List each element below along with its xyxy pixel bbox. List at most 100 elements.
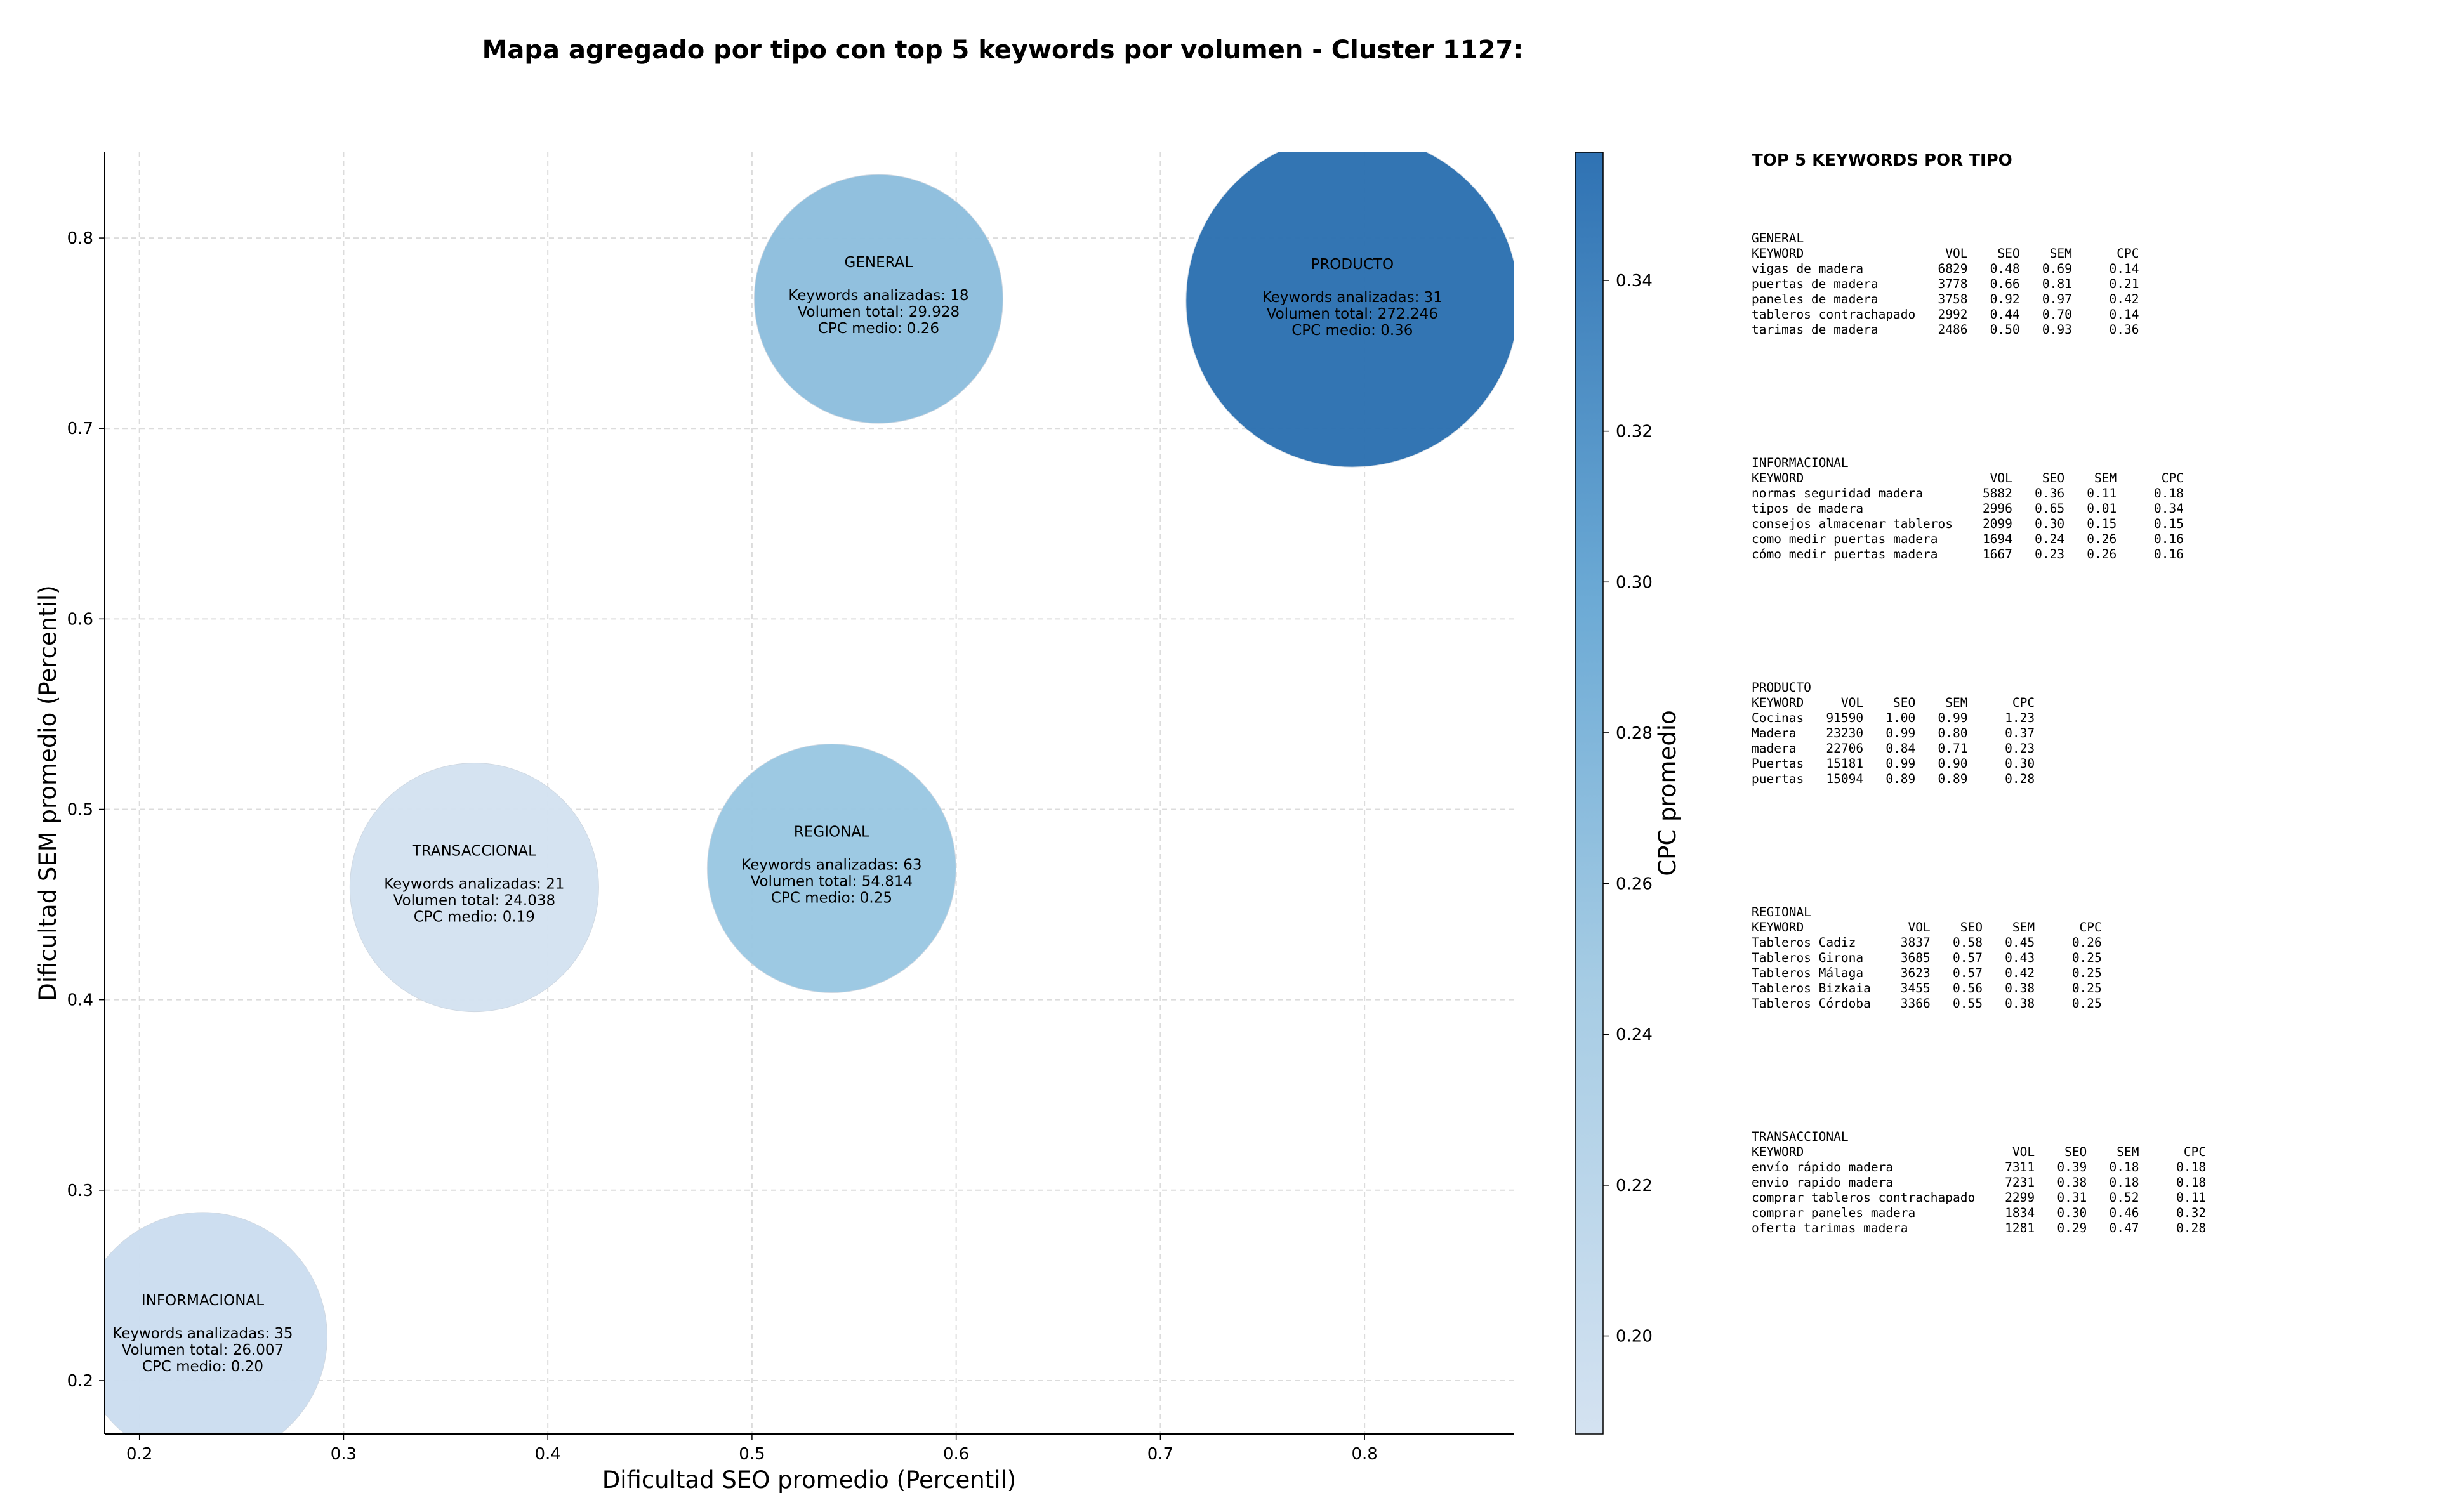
bubble-producto	[1185, 152, 1514, 468]
colorbar-tick-label: 0.28	[1616, 724, 1653, 743]
x-tick-label: 0.6	[943, 1445, 969, 1464]
keyword-row: cómo medir puertas madera 1667 0.23 0.26…	[1752, 547, 2184, 562]
keyword-row: tarimas de madera 2486 0.50 0.93 0.36	[1752, 322, 2139, 337]
bubble-stat-label: Keywords analizadas: 21	[384, 876, 564, 893]
keyword-row: Tableros Cadiz 3837 0.58 0.45 0.26	[1752, 935, 2102, 950]
keyword-block-regional: REGIONAL KEYWORD VOL SEO SEM CPC Tableros …	[1752, 905, 2424, 1129]
keyword-block-producto: PRODUCTO KEYWORD VOL SEO SEM CPC Cocinas 9…	[1752, 680, 2424, 905]
bubble-stat-label: Volumen total: 272.246	[1267, 306, 1438, 322]
bubble-transaccional	[349, 763, 599, 1013]
keyword-row: puertas 15094 0.89 0.89 0.28	[1752, 772, 2035, 786]
bubble-stat-label: Volumen total: 26.007	[122, 1342, 284, 1358]
colorbar-tick-label: 0.32	[1616, 423, 1653, 442]
x-tick-label: 0.4	[534, 1445, 560, 1464]
bubble-general	[753, 174, 1003, 424]
x-tick-label: 0.8	[1351, 1445, 1377, 1464]
keyword-table-header: KEYWORD VOL SEO SEM CPC	[1752, 471, 2184, 485]
colorbar-label: CPC promedio	[1654, 710, 1681, 876]
keyword-block-general: GENERAL KEYWORD VOL SEO SEM CPC vigas de m…	[1752, 231, 2424, 456]
bubble-stat-label: Keywords analizadas: 18	[788, 287, 968, 304]
keyword-row: paneles de madera 3758 0.92 0.97 0.42	[1752, 292, 2139, 306]
colorbar-tick-label: 0.34	[1616, 272, 1653, 291]
bubble-stat-label: CPC medio: 0.19	[414, 909, 535, 926]
keyword-table-header: KEYWORD VOL SEO SEM CPC	[1752, 1145, 2207, 1159]
chart-title: Mapa agregado por tipo con top 5 keyword…	[482, 36, 1524, 65]
keyword-row: envio rapido madera 7231 0.38 0.18 0.18	[1752, 1175, 2207, 1190]
colorbar-gradient	[1575, 152, 1604, 1435]
x-tick-label: 0.3	[331, 1445, 357, 1464]
bubble-type-label: PRODUCTO	[1311, 256, 1394, 273]
colorbar-tick-label: 0.30	[1616, 573, 1653, 592]
colorbar-tick-label: 0.22	[1616, 1176, 1653, 1195]
keyword-row: Madera 23230 0.99 0.80 0.37	[1752, 726, 2035, 740]
x-tick-label: 0.2	[126, 1445, 152, 1464]
bubble-type-label: GENERAL	[845, 254, 913, 271]
x-axis-label: Dificultad SEO promedio (Percentil)	[602, 1466, 1016, 1494]
keyword-row: puertas de madera 3778 0.66 0.81 0.21	[1752, 277, 2139, 291]
bubble-stat-label: Volumen total: 24.038	[393, 893, 556, 909]
keyword-row: Tableros Córdoba 3366 0.55 0.38 0.25	[1752, 996, 2102, 1011]
keyword-row: Puertas 15181 0.99 0.90 0.30	[1752, 756, 2035, 771]
keyword-row: normas seguridad madera 5882 0.36 0.11 0…	[1752, 486, 2184, 501]
keyword-block-informacional: INFORMACIONAL KEYWORD VOL SEO SEM CPC norm…	[1752, 456, 2424, 680]
colorbar-tick-label: 0.26	[1616, 875, 1653, 894]
keyword-block-title: REGIONAL	[1752, 905, 1811, 919]
y-tick-label: 0.8	[67, 229, 93, 248]
keyword-row: como medir puertas madera 1694 0.24 0.26…	[1752, 532, 2184, 546]
axes: 0.2 0.3 0.4 0.5 0.6 0.7 0.8 0.2 0.3 0.4 0.5 0.6 0.7 0…	[34, 152, 1514, 1494]
bubble-type-label: REGIONAL	[794, 824, 869, 841]
y-tick-label: 0.5	[67, 801, 93, 820]
y-tick-label: 0.7	[67, 419, 93, 438]
top5-keywords-panel: TOP 5 KEYWORDS POR TIPO GENERAL KEYWORD V…	[1752, 151, 2424, 1354]
keyword-row: Cocinas 91590 1.00 0.99 1.23	[1752, 711, 2035, 725]
keyword-row: Tableros Bizkaia 3455 0.56 0.38 0.25	[1752, 981, 2102, 996]
y-axis-label: Dificultad SEM promedio (Percentil)	[34, 585, 62, 1001]
top5-heading: TOP 5 KEYWORDS POR TIPO	[1752, 151, 2012, 170]
keyword-blocks: GENERAL KEYWORD VOL SEO SEM CPC vigas de m…	[1752, 231, 2424, 1354]
keyword-row: Tableros Girona 3685 0.57 0.43 0.25	[1752, 950, 2102, 965]
y-tick-label: 0.4	[67, 991, 93, 1010]
bubble-stat-label: Keywords analizadas: 35	[112, 1325, 293, 1342]
y-tick-label: 0.6	[67, 610, 93, 629]
bubble-type-label: INFORMACIONAL	[142, 1292, 264, 1309]
keyword-table-header: KEYWORD VOL SEO SEM CPC	[1752, 246, 2139, 261]
keyword-block-title: INFORMACIONAL	[1752, 456, 1849, 470]
y-tick-label: 0.2	[67, 1372, 93, 1391]
y-tick-label: 0.3	[67, 1181, 93, 1200]
bubble-stat-label: CPC medio: 0.25	[771, 890, 892, 907]
keyword-row: envío rápido madera 7311 0.39 0.18 0.18	[1752, 1160, 2207, 1174]
keyword-row: tipos de madera 2996 0.65 0.01 0.34	[1752, 501, 2184, 516]
bubble-stat-label: Volumen total: 54.814	[751, 874, 913, 890]
bubble-stat-label: CPC medio: 0.26	[818, 320, 939, 337]
keyword-block-title: TRANSACCIONAL	[1752, 1129, 1849, 1144]
keyword-row: comprar tableros contrachapado 2299 0.31…	[1752, 1190, 2207, 1205]
keyword-row: Tableros Málaga 3623 0.57 0.42 0.25	[1752, 966, 2102, 980]
bubble-regional	[706, 744, 956, 994]
bubble-informacional	[105, 1212, 327, 1434]
keyword-row: oferta tarimas madera 1281 0.29 0.47 0.2…	[1752, 1221, 2207, 1235]
keyword-block-transaccional: TRANSACCIONAL KEYWORD VOL SEO SEM CPC enví…	[1752, 1129, 2424, 1354]
colorbar-tick-label: 0.24	[1616, 1025, 1653, 1044]
bubble-stat-label: CPC medio: 0.36	[1291, 322, 1413, 339]
keyword-row: vigas de madera 6829 0.48 0.69 0.14	[1752, 261, 2139, 276]
keyword-row: comprar paneles madera 1834 0.30 0.46 0.…	[1752, 1206, 2207, 1220]
bubble-stat-label: Volumen total: 29.928	[798, 304, 960, 320]
colorbar: 0.20 0.22 0.24 0.26 0.28 0.30 0.32 0.34 CPC prom…	[1575, 152, 1681, 1435]
bubbles	[105, 152, 1514, 1434]
keyword-table-header: KEYWORD VOL SEO SEM CPC	[1752, 920, 2102, 935]
x-tick-label: 0.5	[739, 1445, 765, 1464]
keyword-block-title: PRODUCTO	[1752, 680, 1811, 695]
colorbar-tick-label: 0.20	[1616, 1327, 1653, 1346]
keyword-row: tableros contrachapado 2992 0.44 0.70 0.…	[1752, 307, 2139, 322]
bubble-stat-label: Keywords analizadas: 31	[1262, 289, 1443, 306]
bubble-stat-label: Keywords analizadas: 63	[741, 857, 921, 874]
keyword-row: consejos almacenar tableros 2099 0.30 0.…	[1752, 516, 2184, 531]
bubble-type-label: TRANSACCIONAL	[412, 843, 536, 860]
keyword-row: madera 22706 0.84 0.71 0.23	[1752, 741, 2035, 756]
x-tick-label: 0.7	[1147, 1445, 1173, 1464]
keyword-table-header: KEYWORD VOL SEO SEM CPC	[1752, 695, 2035, 710]
keyword-block-title: GENERAL	[1752, 231, 1804, 246]
bubble-stat-label: CPC medio: 0.20	[142, 1358, 263, 1375]
